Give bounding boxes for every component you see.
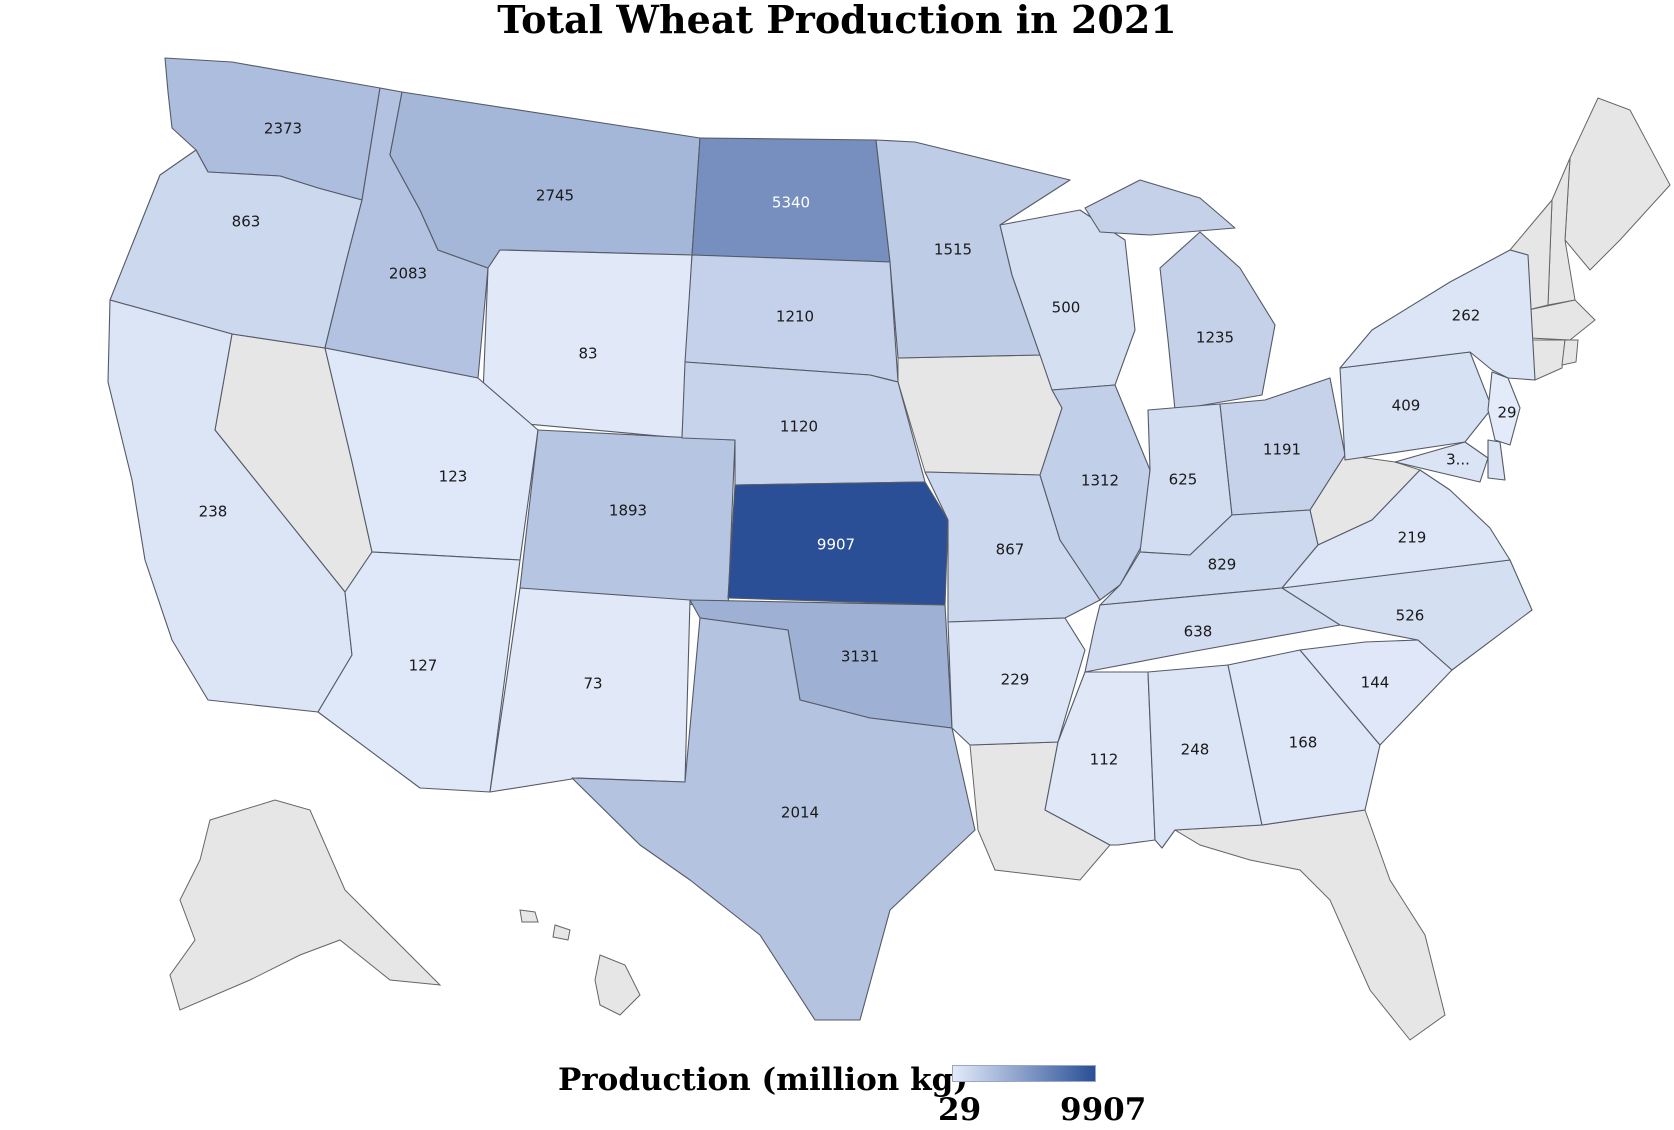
value-label-new-york: 262 — [1452, 307, 1481, 325]
state-maine-nodata — [1564, 97, 1671, 271]
state-illinois — [1039, 384, 1151, 601]
value-label-tennessee: 638 — [1184, 623, 1213, 641]
value-label-georgia: 168 — [1289, 734, 1318, 752]
value-label-south-carolina: 144 — [1361, 674, 1390, 692]
value-label-minnesota: 1515 — [934, 241, 972, 259]
value-label-alabama: 248 — [1181, 741, 1210, 759]
value-label-new-jersey: 29 — [1497, 404, 1516, 422]
value-label-new-mexico: 73 — [583, 675, 602, 693]
value-label-pennsylvania: 409 — [1392, 397, 1421, 415]
value-label-illinois: 1312 — [1081, 472, 1119, 490]
value-label-texas: 2014 — [781, 804, 819, 822]
value-label-montana: 2745 — [536, 187, 574, 205]
state-hawaii-nodata — [552, 924, 571, 941]
state-iowa-nodata — [897, 354, 1063, 476]
value-label-wisconsin: 500 — [1052, 299, 1081, 317]
value-label-oregon: 863 — [232, 213, 261, 231]
value-label-wyoming: 83 — [578, 345, 597, 363]
value-label-colorado: 1893 — [609, 502, 647, 520]
state-texas — [571, 617, 976, 1021]
value-label-kansas: 9907 — [817, 536, 855, 554]
value-label-missouri: 867 — [996, 541, 1025, 559]
legend-max-label: 9907 — [1060, 1092, 1147, 1128]
state-georgia — [1227, 649, 1381, 826]
state-michigan-up — [1084, 179, 1236, 236]
value-label-michigan: 1235 — [1196, 329, 1234, 347]
state-kansas — [727, 481, 949, 606]
value-label-mississippi: 112 — [1090, 751, 1119, 769]
state-montana — [389, 91, 701, 269]
legend-color-bar — [952, 1065, 1096, 1082]
value-label-virginia: 219 — [1398, 529, 1427, 547]
map-title: Total Wheat Production in 2021 — [497, 0, 1177, 42]
value-label-utah: 123 — [439, 468, 468, 486]
value-label-california: 238 — [199, 503, 228, 521]
state-rhode-island-nodata — [1561, 339, 1579, 366]
state-new-york — [1339, 249, 1536, 381]
value-label-washington: 2373 — [264, 120, 302, 138]
value-label-ohio: 1191 — [1263, 441, 1301, 459]
value-label-indiana: 625 — [1169, 471, 1198, 489]
state-california — [107, 299, 353, 713]
state-shapes — [107, 57, 1536, 1021]
state-hawaii-nodata — [594, 954, 641, 1016]
value-label-oklahoma: 3131 — [841, 648, 879, 666]
value-label-arkansas: 229 — [1001, 671, 1030, 689]
state-michigan — [1159, 231, 1276, 411]
value-label-arizona: 127 — [409, 657, 438, 675]
state-alaska-nodata — [169, 799, 442, 1011]
state-maryland — [1394, 441, 1489, 483]
state-new-jersey — [1487, 371, 1521, 446]
value-label-nebraska: 1120 — [780, 418, 818, 436]
legend-title: Production (million kg) — [558, 1062, 968, 1098]
state-virginia — [1281, 469, 1511, 589]
state-connecticut-nodata — [1529, 339, 1566, 381]
state-hawaii-nodata — [519, 909, 539, 923]
value-label-kentucky: 829 — [1208, 556, 1237, 574]
state-delaware — [1487, 439, 1506, 481]
state-arizona — [317, 551, 521, 793]
state-florida-nodata — [1173, 809, 1446, 1041]
value-label-north-carolina: 526 — [1396, 607, 1425, 625]
value-label-south-dakota: 1210 — [776, 308, 814, 326]
legend-min-label: 29 — [938, 1092, 982, 1128]
no-data-states — [169, 97, 1671, 1041]
value-label-idaho: 2083 — [389, 265, 427, 283]
state-value-labels: 2373 863 238 2083 2745 83 123 127 1893 73 5340 1210… — [199, 120, 1517, 822]
state-wyoming — [481, 249, 693, 439]
value-label-north-dakota: 5340 — [772, 194, 810, 212]
value-label-maryland: 3... — [1446, 451, 1470, 469]
